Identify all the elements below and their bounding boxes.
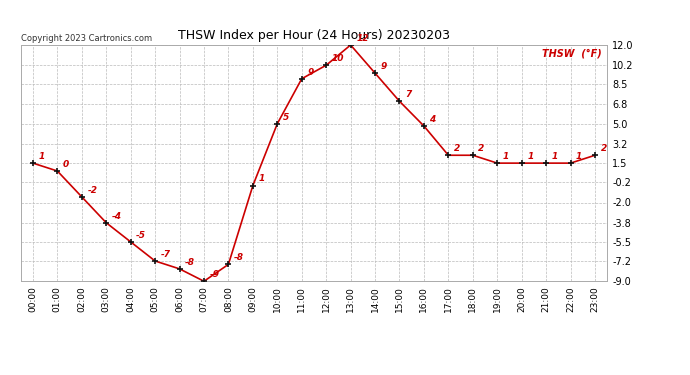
Text: 7: 7 [405, 90, 411, 99]
Text: 2: 2 [478, 144, 484, 153]
Text: 2: 2 [454, 144, 460, 153]
Text: 1: 1 [259, 174, 265, 183]
Text: THSW  (°F): THSW (°F) [542, 48, 602, 58]
Text: Copyright 2023 Cartronics.com: Copyright 2023 Cartronics.com [21, 34, 152, 43]
Text: -8: -8 [185, 258, 195, 267]
Text: 1: 1 [576, 152, 582, 161]
Text: 9: 9 [381, 62, 387, 71]
Text: 5: 5 [283, 112, 289, 122]
Text: -7: -7 [161, 250, 170, 259]
Text: -2: -2 [88, 186, 97, 195]
Text: 1: 1 [552, 152, 558, 161]
Text: 12: 12 [356, 34, 368, 43]
Text: 1: 1 [527, 152, 533, 161]
Text: -8: -8 [234, 253, 244, 262]
Text: 1: 1 [39, 152, 45, 161]
Text: 9: 9 [307, 68, 313, 76]
Text: -9: -9 [210, 270, 219, 279]
Text: 10: 10 [332, 54, 344, 63]
Text: 1: 1 [503, 152, 509, 161]
Text: 2: 2 [600, 144, 607, 153]
Text: 4: 4 [429, 115, 435, 124]
Text: -5: -5 [136, 231, 146, 240]
Text: -4: -4 [112, 211, 122, 220]
Text: 0: 0 [63, 160, 69, 169]
Title: THSW Index per Hour (24 Hours) 20230203: THSW Index per Hour (24 Hours) 20230203 [178, 30, 450, 42]
